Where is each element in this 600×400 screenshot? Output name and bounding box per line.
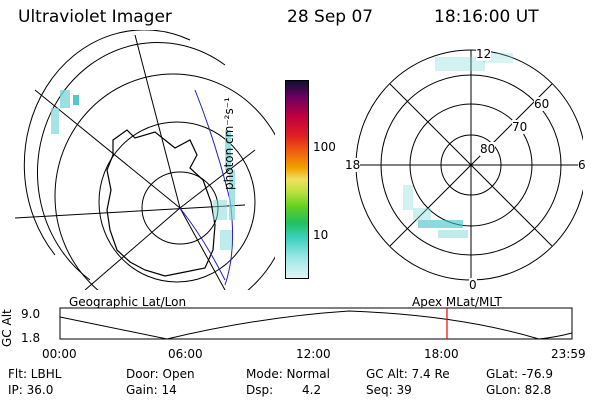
gain-info: Gain: 14 <box>126 383 177 397</box>
lat-ring-60 <box>54 73 275 290</box>
left-projection-label: Geographic Lat/Lon <box>69 295 187 309</box>
colorbar-tick-10: 10 <box>313 228 329 242</box>
mlt-label-0: 0 <box>469 278 477 292</box>
continent-outline <box>106 129 216 277</box>
time-tick-0600: 06:00 <box>168 347 203 361</box>
aurora-emission <box>403 53 513 238</box>
meridian-line <box>179 149 256 209</box>
altitude-tick-high: 9.0 <box>21 307 41 321</box>
lat-ring-70 <box>98 121 256 283</box>
lat-label-70: 70 <box>512 120 528 134</box>
instrument-title: Ultraviolet Imager <box>18 7 172 27</box>
mlt-label-6: 6 <box>578 158 586 172</box>
dsp-label: Dsp: <box>246 383 274 397</box>
time-tick-0000: 00:00 <box>42 347 77 361</box>
mode-info: Mode: Normal <box>246 367 330 381</box>
aurora-emission <box>51 90 235 250</box>
meridian-line <box>84 207 181 290</box>
right-projection-label: Apex MLat/MLT <box>412 295 502 309</box>
meridian-line <box>179 207 226 290</box>
glon-info: GLon: 82.8 <box>486 383 552 397</box>
altitude-plot <box>59 307 573 340</box>
door-info: Door: Open <box>126 367 195 381</box>
time-tick-2359: 23:59 <box>551 347 586 361</box>
meridian-line <box>15 204 246 219</box>
time-tick-1800: 18:00 <box>424 347 459 361</box>
altitude-axis-label: GC Alt <box>0 309 14 347</box>
mlt-label-12: 12 <box>476 47 492 61</box>
colorbar-unit-label: photon cm⁻²s⁻¹ <box>222 97 236 190</box>
date-label: 28 Sep 07 <box>287 7 374 27</box>
time-tick-1200: 12:00 <box>296 347 331 361</box>
gc-altitude-info: GC Alt: 7.4 Re <box>366 367 450 381</box>
sequence-info: Seq: 39 <box>366 383 412 397</box>
ip-info: IP: 36.0 <box>8 383 54 397</box>
altitude-plot-frame <box>59 307 573 340</box>
limb-arc-outer <box>23 30 191 256</box>
polar-diagonal <box>389 83 553 247</box>
colorbar-tick-100: 100 <box>313 140 336 154</box>
glat-info: GLat: -76.9 <box>486 367 553 381</box>
polar-mlt-plot <box>355 49 583 281</box>
altitude-tick-low: 1.8 <box>21 331 41 345</box>
meridian-line <box>34 89 181 209</box>
dsp-value: 4.2 <box>302 383 322 397</box>
blue-track-line <box>179 207 226 281</box>
meridian-line <box>134 34 181 209</box>
lat-label-80: 80 <box>480 142 496 156</box>
altitude-curve <box>59 310 573 340</box>
filter-info: Flt: LBHL <box>8 367 62 381</box>
lat-label-60: 60 <box>534 97 550 111</box>
time-label: 18:16:00 UT <box>434 7 539 27</box>
geographic-map <box>15 30 275 290</box>
color-bar <box>285 80 309 279</box>
limb-arc-inner <box>37 41 226 281</box>
mlt-label-18: 18 <box>345 158 361 172</box>
